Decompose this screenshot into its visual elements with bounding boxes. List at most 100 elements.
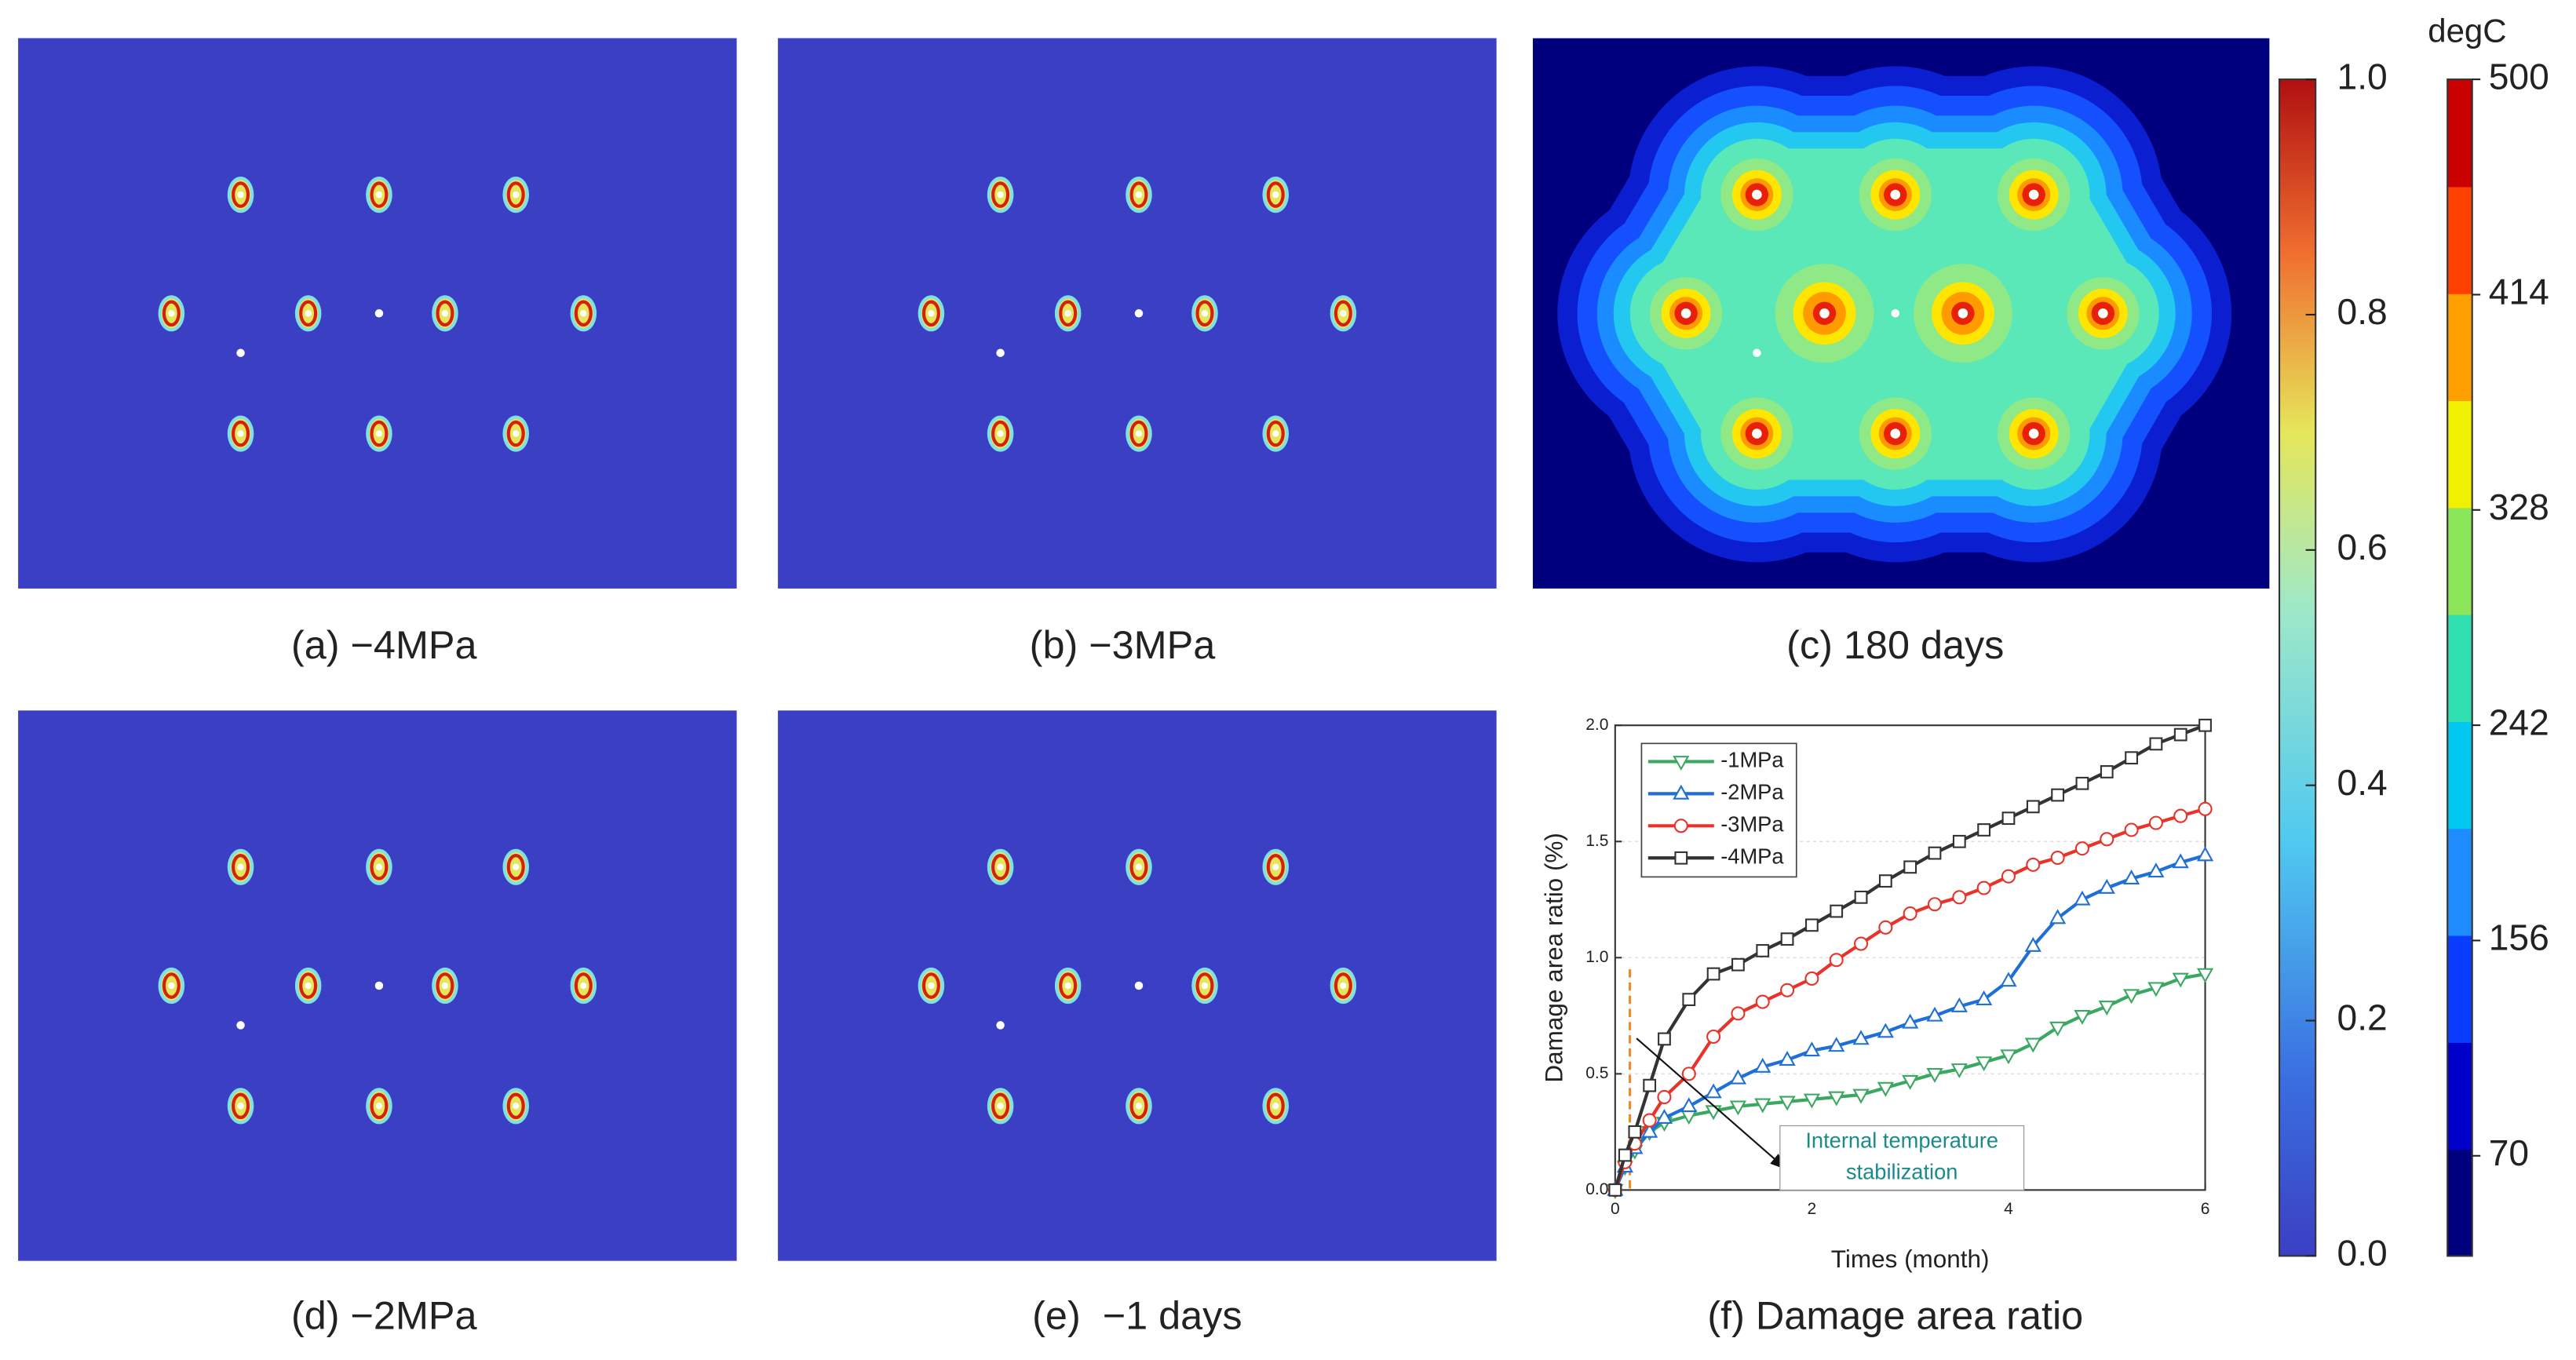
- heater: [928, 310, 935, 317]
- marker: [1877, 1023, 1894, 1038]
- marker: [2074, 841, 2089, 856]
- heater: [168, 982, 175, 990]
- well-dot: [236, 348, 245, 357]
- colorbar: [2446, 78, 2473, 1257]
- marker: [2050, 850, 2065, 866]
- damage-spot: [1266, 420, 1285, 447]
- marker: [1977, 823, 1991, 837]
- damage-spot: [1266, 181, 1285, 208]
- damage-spot: [162, 300, 181, 327]
- marker: [1780, 983, 1795, 997]
- marker: [1729, 1069, 1747, 1085]
- marker: [1731, 1006, 1746, 1021]
- marker: [1952, 834, 1966, 848]
- well-dot: [374, 309, 384, 318]
- marker: [2001, 811, 2016, 826]
- marker: [2098, 1001, 2115, 1016]
- heater: [1135, 191, 1143, 199]
- heater: [1135, 430, 1143, 437]
- marker: [2147, 982, 2165, 997]
- marker: [1804, 918, 1819, 932]
- damage-spot: [574, 972, 593, 999]
- marker: [1729, 1100, 1747, 1116]
- colorbar-band: [2447, 79, 2472, 188]
- marker: [1903, 906, 1917, 921]
- marker: [1780, 932, 1794, 946]
- heater: [1340, 310, 1347, 317]
- marker: [2122, 870, 2140, 885]
- marker: [2172, 853, 2189, 869]
- damage-spot: [370, 420, 389, 447]
- damage-spot: [506, 854, 525, 881]
- heater: [513, 191, 520, 199]
- damage-spot: [506, 181, 525, 208]
- heater: [237, 863, 244, 871]
- heater: [1958, 308, 1968, 319]
- heater: [513, 863, 520, 871]
- marker: [2173, 727, 2187, 742]
- well-dot: [996, 1021, 1005, 1030]
- marker: [1976, 990, 1993, 1005]
- marker: [1756, 944, 1770, 957]
- panel-caption: (b) −3MPa: [1030, 622, 1217, 667]
- damage-spot: [1266, 1092, 1285, 1120]
- marker: [1828, 1037, 1845, 1052]
- heater: [1201, 310, 1209, 317]
- heater: [2028, 189, 2039, 200]
- marker: [2051, 788, 2065, 802]
- marker: [1706, 967, 1720, 981]
- marker: [1657, 1089, 1672, 1104]
- heater: [2098, 308, 2108, 319]
- heater: [513, 430, 520, 437]
- marker: [1673, 756, 1690, 771]
- heater: [237, 1103, 244, 1110]
- colorbar-band: [2447, 400, 2472, 509]
- marker: [2024, 1037, 2041, 1053]
- marker: [1755, 994, 1770, 1009]
- marker: [1705, 1083, 1722, 1099]
- damage-spot: [991, 854, 1010, 881]
- legend-label: -1MPa: [1720, 748, 1784, 772]
- marker: [2148, 815, 2163, 830]
- well-dot: [1134, 981, 1144, 990]
- marker: [1754, 1098, 1771, 1114]
- damage-spot: [1334, 300, 1352, 327]
- heater: [513, 1103, 520, 1110]
- heater: [997, 430, 1004, 437]
- damage-spot: [1195, 300, 1214, 327]
- well-dot: [1753, 348, 1761, 357]
- annotation-box: [1779, 1125, 2025, 1191]
- y-tick-label: 1.0: [1585, 948, 1608, 966]
- marker: [2024, 936, 2041, 952]
- marker: [1878, 920, 1893, 935]
- marker: [2149, 737, 2163, 751]
- colorbar-tick-label: 0.2: [2337, 997, 2388, 1038]
- damage-spot: [1195, 972, 1214, 999]
- heater: [1135, 863, 1143, 871]
- marker: [2098, 878, 2115, 894]
- annotation-text: Internal temperature: [1805, 1128, 1998, 1153]
- marker: [1852, 1030, 1870, 1045]
- marker: [2074, 1009, 2091, 1025]
- marker: [1628, 1125, 1642, 1139]
- heater: [305, 310, 312, 317]
- marker: [1779, 1096, 1796, 1111]
- marker: [1928, 846, 1942, 860]
- heater: [441, 982, 449, 990]
- marker: [1803, 1093, 1820, 1109]
- marker: [1976, 1056, 1993, 1072]
- well-dot: [1134, 309, 1144, 318]
- marker: [1641, 1122, 1658, 1138]
- marker: [1877, 1081, 1894, 1097]
- damage-spot: [232, 854, 250, 881]
- heater: [2028, 428, 2039, 439]
- colorbar-band: [2447, 507, 2472, 615]
- damage-spot: [370, 854, 389, 881]
- marker: [2074, 890, 2091, 906]
- marker: [2100, 765, 2114, 778]
- marker: [1952, 890, 1967, 905]
- damage-spot: [506, 1092, 525, 1120]
- marker: [1829, 953, 1844, 968]
- marker: [2173, 808, 2188, 823]
